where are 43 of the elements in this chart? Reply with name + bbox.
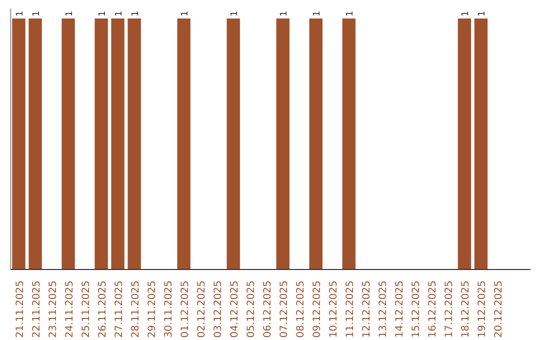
x-tick-label: 12.12.2025 — [361, 280, 372, 338]
x-tick-label: 26.11.2025 — [97, 280, 108, 338]
data-label: 1 — [32, 10, 42, 17]
x-tick-label: 16.12.2025 — [427, 280, 438, 338]
data-label: 1 — [230, 10, 240, 17]
x-tick-label: 06.12.2025 — [262, 280, 274, 338]
x-tick-label: 05.12.2025 — [246, 280, 257, 338]
x-tick-label: 27.11.2025 — [114, 280, 125, 338]
data-label: 1 — [279, 10, 290, 17]
x-tick-label: 23.11.2025 — [48, 280, 59, 338]
x-tick-label: 14.12.2025 — [394, 280, 406, 338]
data-label: 1 — [114, 10, 124, 17]
data-label: 1 — [345, 10, 356, 17]
data-label: 1 — [477, 10, 488, 17]
data-label: 1 — [64, 10, 75, 17]
x-tick-label: 19.12.2025 — [476, 280, 488, 338]
data-label: 1 — [312, 10, 322, 17]
x-tick-label: 28.11.2025 — [130, 280, 142, 338]
data-label: 1 — [180, 10, 190, 17]
x-tick-label: 08.12.2025 — [295, 280, 306, 338]
data-label: 1 — [460, 10, 471, 17]
x-tick-label: 21.11.2025 — [14, 280, 26, 338]
x-tick-label: 25.11.2025 — [80, 280, 92, 338]
x-tick-label: 24.11.2025 — [64, 280, 76, 338]
x-tick-label: 03.12.2025 — [212, 280, 224, 338]
x-tick-label: 18.12.2025 — [460, 280, 472, 338]
x-tick-label: 11.12.2025 — [344, 280, 356, 338]
data-label: 1 — [15, 10, 26, 17]
x-tick-label: 10.12.2025 — [328, 280, 340, 338]
x-tick-label: 07.12.2025 — [278, 280, 290, 338]
x-tick-label: 22.11.2025 — [31, 280, 42, 338]
x-tick-label: 17.12.2025 — [444, 280, 455, 338]
x-tick-label: 09.12.2025 — [312, 280, 323, 338]
x-tick-label: 20.12.2025 — [493, 280, 504, 338]
x-tick-label: 29.11.2025 — [146, 280, 158, 338]
x-tick-label: 01.12.2025 — [180, 280, 191, 338]
x-tick-label: 30.11.2025 — [163, 280, 174, 338]
x-tick-label: 15.12.2025 — [410, 280, 422, 338]
x-tick-label: 02.12.2025 — [196, 280, 208, 338]
data-label: 1 — [98, 10, 108, 17]
data-label: 1 — [130, 10, 141, 17]
x-tick-label: 04.12.2025 — [229, 280, 240, 338]
x-tick-label: 13.12.2025 — [378, 280, 389, 338]
